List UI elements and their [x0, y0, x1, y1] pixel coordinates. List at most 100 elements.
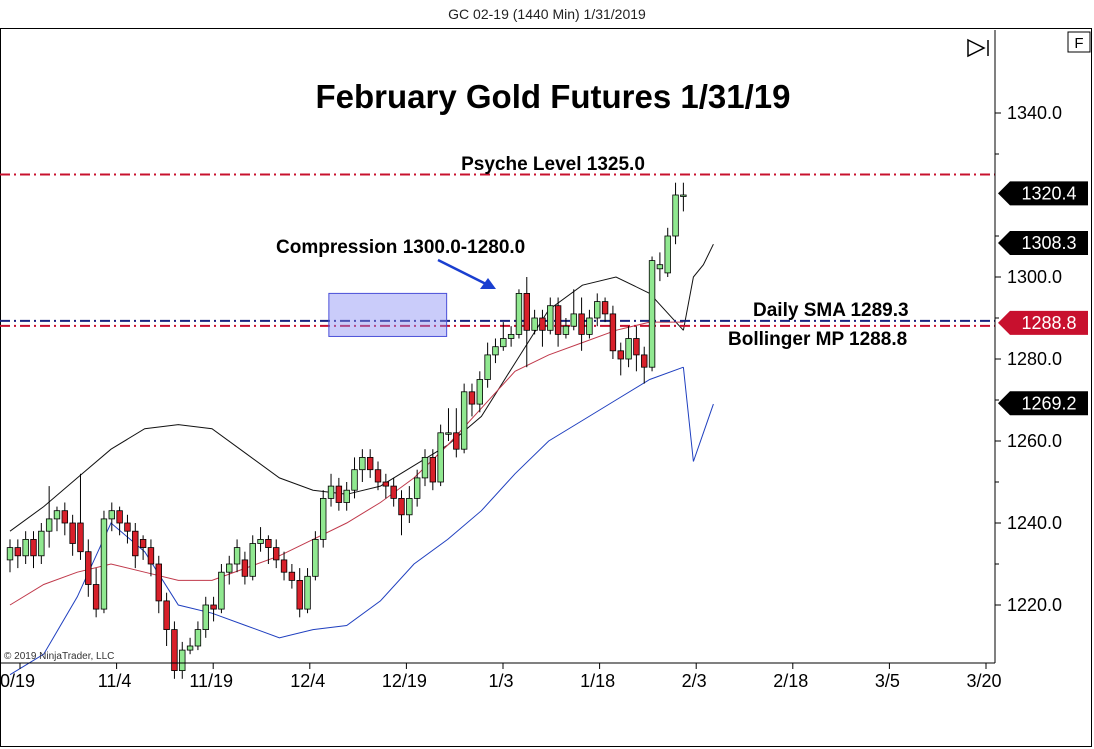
candle-body	[453, 432, 460, 450]
candle-body	[625, 338, 632, 360]
x-tick-label: 11/19	[189, 671, 233, 691]
price-tag: 1288.8	[998, 310, 1088, 335]
candle-body	[445, 432, 452, 435]
f-button[interactable]: F	[1067, 31, 1091, 53]
x-tick-label: 12/4	[290, 671, 325, 691]
candle-body	[249, 543, 256, 577]
candle-body	[359, 456, 366, 471]
candle-body	[476, 379, 483, 405]
candle-body	[609, 313, 617, 352]
candle-body	[437, 432, 444, 483]
candle-body	[116, 510, 123, 524]
price-tag: 1320.4	[998, 181, 1088, 206]
candle-body	[460, 391, 468, 450]
price-tag-shape	[998, 181, 1088, 206]
candle-body	[296, 580, 303, 610]
candle-body	[210, 604, 217, 610]
x-tick-label: 2/3	[682, 671, 707, 691]
bollinger-upper-extension	[682, 243, 714, 331]
x-tick-label: 12/19	[382, 671, 427, 691]
bollinger-middle-band	[9, 321, 684, 606]
candle-body	[257, 539, 264, 544]
candle-body	[218, 571, 225, 610]
candle-body	[100, 518, 108, 610]
candle-body	[680, 194, 687, 197]
daily-sma-label: Daily SMA 1289.3	[753, 300, 909, 321]
candle-body	[500, 338, 507, 348]
candle-body	[406, 497, 413, 516]
chart-title: February Gold Futures 1/31/19	[316, 78, 791, 115]
x-tick-label: 2/18	[773, 671, 808, 691]
candle-body	[53, 510, 61, 520]
candle-body	[30, 539, 37, 557]
skip-to-end-icon[interactable]	[967, 38, 989, 58]
candle-body	[61, 510, 69, 524]
candle-body	[641, 354, 648, 368]
candle-body	[343, 489, 350, 503]
candle-body	[77, 522, 84, 553]
candle-body	[594, 301, 601, 319]
candle-body	[273, 547, 280, 561]
compression-label: Compression 1300.0-1280.0	[276, 237, 525, 258]
chart-frame	[0, 28, 1092, 747]
candle-body	[633, 338, 640, 356]
compression-arrow-head	[480, 278, 496, 289]
candle-body	[531, 317, 538, 331]
candle-body	[265, 539, 272, 549]
candle-body	[226, 563, 233, 573]
candle-body	[374, 469, 382, 483]
bollinger-mp-label: Bollinger MP 1288.8	[728, 329, 907, 350]
y-tick-label: 1300.0	[1007, 267, 1062, 287]
y-tick-label: 1260.0	[1007, 431, 1062, 451]
candle-body	[515, 292, 523, 335]
candle-body	[163, 600, 170, 631]
candle-body	[484, 354, 491, 380]
candle-body	[547, 305, 554, 331]
y-tick-label: 1340.0	[1007, 103, 1062, 123]
candle-body	[351, 469, 358, 491]
x-tick-label: 11/4	[98, 671, 132, 691]
candle-body	[664, 235, 671, 274]
candle-body	[421, 456, 429, 479]
price-tag-label: 1269.2	[1021, 393, 1076, 413]
price-tag-shape	[998, 230, 1088, 255]
candle-body	[155, 563, 162, 602]
candle-body	[656, 264, 664, 270]
candle-body	[85, 551, 92, 585]
candle-body	[617, 350, 624, 360]
candle-body	[539, 317, 546, 331]
candle-body	[69, 522, 76, 544]
candle-body	[304, 575, 311, 610]
candle-body	[327, 485, 335, 499]
x-tick-label: 3/5	[875, 671, 900, 691]
x-tick-label: 3/20	[966, 671, 1001, 691]
candle-body	[319, 497, 327, 540]
candle-body	[507, 333, 515, 339]
price-tag-shape	[998, 391, 1088, 416]
candle-body	[429, 456, 437, 483]
candle-body	[382, 481, 390, 487]
candle-body	[586, 317, 593, 335]
price-tag-label: 1308.3	[1021, 233, 1076, 253]
price-tag-label: 1320.4	[1021, 183, 1076, 203]
candle-body	[390, 485, 397, 499]
candle-body	[139, 539, 147, 549]
y-tick-label: 1280.0	[1007, 349, 1062, 369]
candle-body	[38, 530, 45, 557]
candle-body	[312, 539, 319, 577]
candle-body	[554, 305, 562, 335]
candle-body	[194, 629, 202, 647]
chart-header: GC 02-19 (1440 Min) 1/31/2019	[448, 6, 646, 22]
psyche-level-label: Psyche Level 1325.0	[461, 154, 645, 175]
candle-body	[672, 194, 679, 237]
candle-body	[45, 518, 53, 532]
bollinger-lower-extension	[682, 367, 714, 462]
candle-body	[186, 645, 194, 651]
candle-body	[288, 571, 296, 581]
candle-body	[570, 313, 577, 327]
compression-zone-box	[328, 292, 448, 337]
price-tag-shape	[998, 310, 1088, 335]
candle-body	[132, 530, 139, 557]
candle-body	[171, 629, 178, 671]
